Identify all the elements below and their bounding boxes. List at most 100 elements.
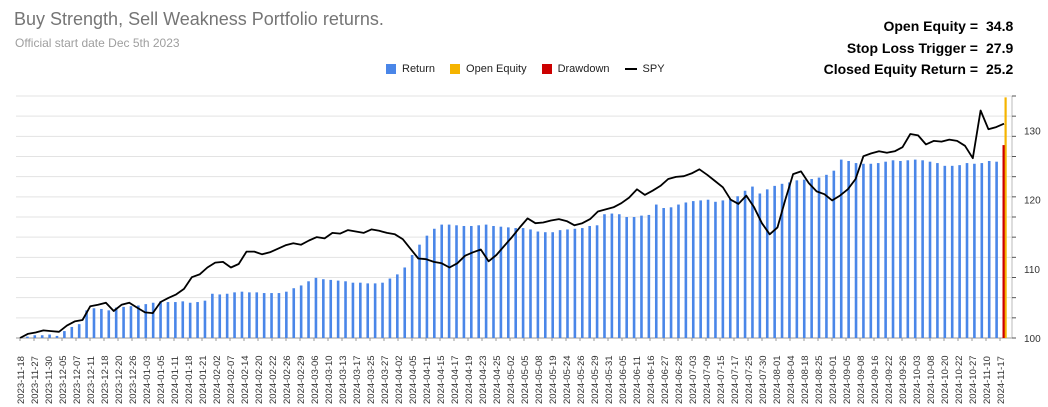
- return-bar: [48, 334, 51, 338]
- y-tick-label: 100: [1024, 334, 1041, 345]
- legend-label: SPY: [642, 63, 665, 75]
- legend-swatch-drawdown: [541, 64, 552, 74]
- return-bar: [470, 225, 473, 338]
- legend-item-open-equity[interactable]: Open Equity: [450, 63, 527, 75]
- return-bar: [344, 281, 347, 338]
- x-tick-label: 2024-04-02: [394, 355, 405, 404]
- legend-label: Return: [402, 63, 436, 75]
- x-tick-label: 2024-02-26: [282, 355, 293, 404]
- x-tick-label: 2023-12-11: [86, 356, 97, 404]
- x-tick-label: 2024-04-23: [478, 355, 489, 404]
- legend-swatch-open-equity: [450, 64, 461, 74]
- x-tick-label: 2024-01-05: [156, 355, 167, 404]
- return-bar: [906, 160, 910, 338]
- x-tick-label: 2024-02-07: [226, 355, 237, 404]
- return-bar: [802, 179, 806, 338]
- return-bar: [418, 244, 421, 338]
- return-bar: [662, 208, 665, 338]
- chart-subtitle: Official start date Dec 5th 2023: [15, 36, 180, 50]
- return-bar: [832, 170, 836, 338]
- return-bar: [329, 279, 333, 338]
- return-bar: [610, 213, 614, 338]
- return-bar: [203, 300, 207, 338]
- x-tick-label: 2024-06-16: [646, 355, 657, 404]
- return-bar: [773, 185, 776, 338]
- return-bar: [647, 214, 651, 338]
- return-bar: [514, 228, 517, 338]
- x-tick-label: 2024-06-11: [632, 356, 643, 404]
- x-tick-label: 2024-02-14: [240, 355, 251, 404]
- x-tick-label: 2023-12-26: [128, 355, 139, 404]
- legend-item-drawdown[interactable]: Drawdown: [541, 63, 610, 75]
- x-tick-label: 2024-05-24: [562, 355, 573, 404]
- legend-item-return[interactable]: Return: [386, 63, 435, 75]
- return-bar: [617, 214, 621, 338]
- x-tick-label: 2024-03-13: [338, 355, 349, 404]
- return-bar: [270, 293, 273, 338]
- return-bar: [854, 163, 858, 338]
- x-tick-label: 2024-05-26: [576, 355, 587, 404]
- return-bar: [876, 163, 880, 338]
- return-bar: [240, 291, 244, 338]
- return-bar: [788, 182, 791, 338]
- return-bar: [440, 224, 444, 338]
- x-tick-label: 2024-05-05: [520, 355, 531, 404]
- return-bar: [85, 310, 88, 338]
- return-bar: [603, 214, 606, 338]
- x-tick-label: 2024-11-17: [996, 356, 1007, 404]
- return-bar: [521, 228, 525, 338]
- return-bar: [987, 160, 991, 338]
- return-bar: [233, 292, 236, 338]
- return-bar: [699, 200, 702, 338]
- x-tick-label: 2024-02-02: [212, 355, 223, 404]
- return-bar: [211, 293, 214, 338]
- return-bar: [388, 278, 392, 338]
- legend-item-spy[interactable]: SPY: [624, 63, 665, 75]
- return-bar: [129, 306, 133, 338]
- return-bar: [92, 308, 96, 338]
- return-bar: [765, 189, 769, 338]
- y-tick-label: 110: [1024, 265, 1040, 276]
- y-tick-label: 120: [1024, 196, 1041, 207]
- return-bar: [433, 228, 436, 338]
- x-tick-label: 2024-08-01: [772, 355, 783, 404]
- return-bar: [462, 225, 466, 338]
- return-bar: [299, 285, 303, 338]
- x-tick-label: 2024-04-05: [408, 355, 419, 404]
- return-bar: [884, 161, 887, 338]
- return-bar: [529, 229, 532, 338]
- stat-value: 25.2: [986, 61, 1014, 77]
- return-bar: [677, 204, 680, 338]
- return-bar: [669, 207, 673, 338]
- x-tick-label: 2024-05-08: [534, 355, 545, 404]
- x-tick-label: 2024-01-03: [142, 355, 153, 404]
- return-bar: [684, 202, 688, 338]
- return-bar: [706, 199, 710, 338]
- x-tick-label: 2024-03-10: [324, 355, 335, 404]
- return-bar: [640, 215, 643, 338]
- return-bar: [166, 302, 170, 338]
- x-tick-label: 2024-01-18: [184, 355, 195, 404]
- x-tick-label: 2024-03-25: [366, 355, 377, 404]
- return-bar: [714, 201, 717, 338]
- x-tick-label: 2023-12-05: [58, 355, 69, 404]
- x-tick-label: 2024-03-17: [352, 355, 363, 404]
- x-tick-label: 2024-10-08: [926, 355, 937, 404]
- x-tick-label: 2023-11-18: [16, 356, 27, 404]
- return-bar: [351, 282, 355, 338]
- return-bar: [225, 293, 229, 338]
- return-bar: [551, 232, 554, 338]
- return-bar: [980, 163, 984, 338]
- spy-line: [19, 109, 1005, 339]
- x-tick-label: 2024-07-30: [758, 355, 769, 404]
- return-bar: [943, 165, 947, 338]
- return-bar: [751, 186, 754, 338]
- return-bar: [839, 159, 843, 338]
- x-tick-label: 2024-06-28: [674, 355, 685, 404]
- return-bar: [921, 160, 924, 338]
- return-bar: [847, 160, 850, 338]
- x-tick-label: 2024-09-08: [856, 355, 867, 404]
- x-tick-label: 2024-06-27: [660, 355, 671, 404]
- return-bar: [795, 180, 799, 338]
